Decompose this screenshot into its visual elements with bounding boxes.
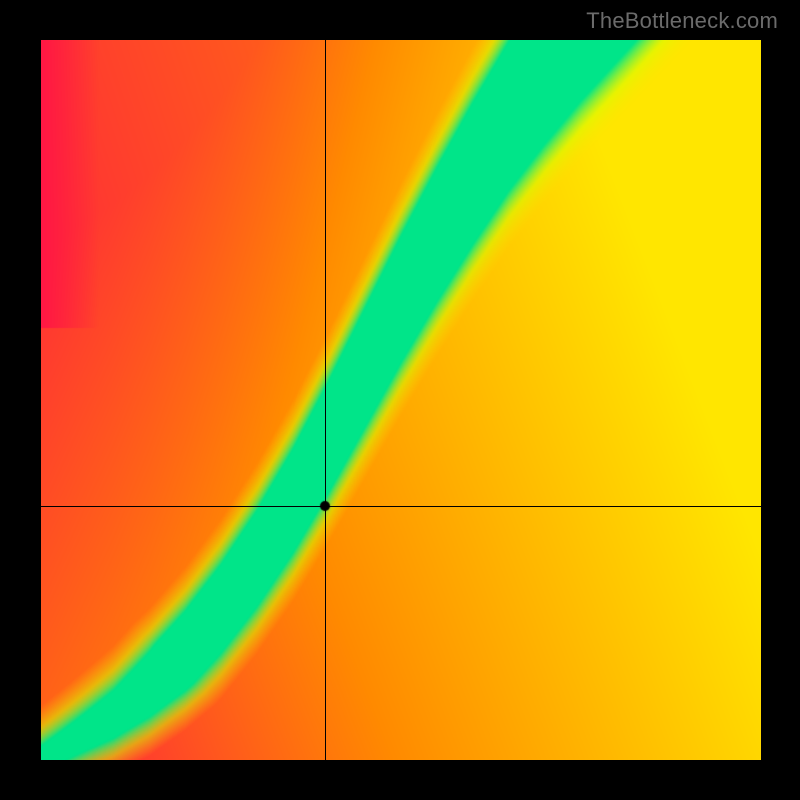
root-container: { "watermark": { "text": "TheBottleneck.… (0, 0, 800, 800)
watermark-text: TheBottleneck.com (586, 8, 778, 34)
crosshair-marker (319, 500, 331, 512)
bottleneck-heatmap (41, 40, 761, 760)
crosshair-horizontal (41, 506, 761, 507)
crosshair-vertical (325, 40, 326, 760)
